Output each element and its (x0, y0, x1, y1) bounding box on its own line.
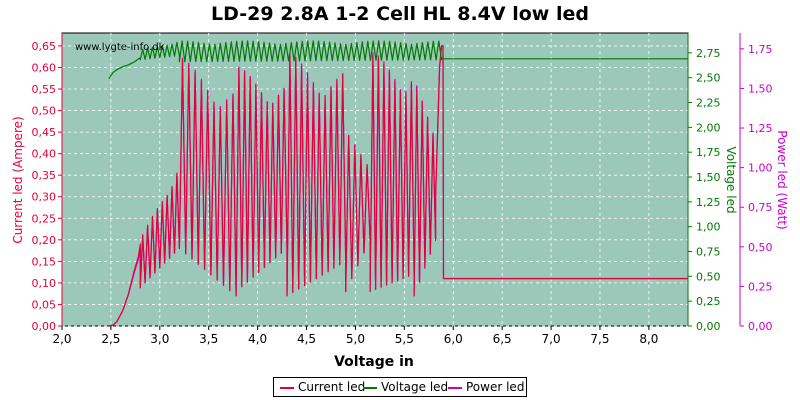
y-tick-label: 0,60 (32, 61, 57, 74)
x-tick-label: 5,0 (346, 332, 365, 346)
legend-label-current: Current led (298, 380, 366, 394)
y-tick-label: 0,50 (748, 241, 773, 254)
y-tick-label: 1,00 (696, 221, 721, 234)
x-tick-label: 7,5 (590, 332, 609, 346)
y-tick-label: 0,20 (32, 234, 57, 247)
axes: 2,0 2,5 3,0 3,5 4,0 4,5 5,0 5,5 6,0 6,5 7,0 7,5 8,0 0… (32, 33, 773, 346)
x-tick-label: 4,5 (297, 332, 316, 346)
x-tick-label: 6,0 (444, 332, 463, 346)
watermark-text: www.lygte-info.dk (75, 42, 165, 53)
x-tick-label: 6,5 (493, 332, 512, 346)
x-tick-label: 2,5 (101, 332, 120, 346)
y-tick-label: 0,25 (696, 295, 721, 308)
y-axis-label-voltage: Voltage led (724, 146, 738, 213)
y-axis-label-power: Power led (Watt) (775, 130, 789, 229)
x-tick-label: 4,0 (248, 332, 267, 346)
series-group (108, 40, 688, 327)
y-tick-label: 1,25 (748, 122, 773, 135)
y-tick-label: 1,50 (696, 171, 721, 184)
series-line-voltage-led (108, 40, 688, 80)
y-tick-label: 0,75 (696, 246, 721, 259)
y-tick-label: 0,75 (748, 201, 773, 214)
legend-swatch-current (280, 386, 294, 389)
x-tick-label: 3,5 (199, 332, 218, 346)
y-tick-label: 0,55 (32, 83, 57, 96)
series-line-current-led (108, 45, 688, 327)
y-tick-label: 0,15 (32, 255, 57, 268)
y-tick-label: 0,65 (32, 40, 57, 53)
legend-label-voltage: Voltage led (381, 380, 449, 394)
y-tick-label: 0,35 (32, 169, 57, 182)
y-tick-label: 1,75 (748, 43, 773, 56)
legend: Current led Voltage led Power led (273, 377, 527, 397)
y-tick-label: 0,50 (696, 270, 721, 283)
y-tick-label: 0,10 (32, 277, 57, 290)
y-tick-label: 0,25 (748, 280, 773, 293)
x-axis-label: Voltage in (334, 354, 414, 370)
x-tick-label: 2,0 (52, 332, 71, 346)
x-tick-label: 7,0 (542, 332, 561, 346)
chart-title: LD-29 2.8A 1-2 Cell HL 8.4V low led (211, 3, 589, 25)
y-tick-label: 0,50 (32, 105, 57, 118)
y-tick-label: 1,25 (696, 196, 721, 209)
y-tick-label: 1,00 (748, 162, 773, 175)
y-tick-label: 0,45 (32, 126, 57, 139)
y-tick-label: 2,50 (696, 72, 721, 85)
legend-item-current: Current led (280, 380, 365, 394)
x-tick-label: 8,0 (639, 332, 658, 346)
y-tick-label: 0,30 (32, 191, 57, 204)
legend-item-voltage: Voltage led (363, 380, 448, 394)
legend-label-power: Power led (466, 380, 525, 394)
y-axis-label-current: Current led (Ampere) (11, 116, 25, 243)
legend-swatch-power (448, 386, 462, 389)
y-tick-label: 2,75 (696, 47, 721, 60)
y-tick-label: 1,75 (696, 146, 721, 159)
legend-swatch-voltage (363, 386, 377, 389)
y-tick-label: 2,00 (696, 121, 721, 134)
y-tick-label: 2,25 (696, 97, 721, 110)
y-tick-label: 0,00 (32, 320, 57, 333)
y-tick-label: 0,40 (32, 148, 57, 161)
y-tick-label: 0,00 (748, 320, 773, 333)
y-tick-label: 0,25 (32, 212, 57, 225)
y-tick-label: 1,50 (748, 82, 773, 95)
x-tick-label: 5,5 (395, 332, 414, 346)
y-tick-label: 0,00 (696, 320, 721, 333)
legend-item-power: Power led (448, 380, 524, 394)
y-tick-label: 0,05 (32, 298, 57, 311)
x-tick-label: 3,0 (150, 332, 169, 346)
